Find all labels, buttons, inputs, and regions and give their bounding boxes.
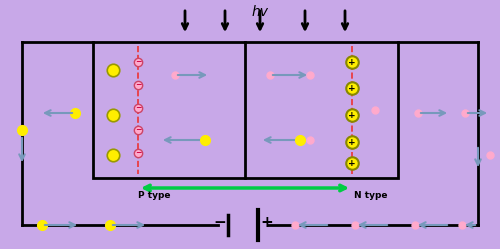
- Text: −: −: [135, 125, 141, 134]
- Text: +: +: [348, 137, 356, 146]
- Text: −: −: [135, 148, 141, 158]
- Text: −: −: [135, 104, 141, 113]
- Text: −: −: [135, 80, 141, 89]
- Text: −: −: [214, 214, 226, 230]
- Bar: [93, 42, 398, 178]
- Text: +: +: [348, 83, 356, 92]
- Text: N type: N type: [354, 191, 388, 200]
- Text: +: +: [348, 159, 356, 168]
- Text: +: +: [348, 58, 356, 66]
- Text: −: −: [135, 58, 141, 66]
- Text: hv: hv: [252, 5, 268, 19]
- Text: P type: P type: [138, 191, 170, 200]
- Text: +: +: [348, 111, 356, 120]
- Text: +: +: [260, 214, 274, 230]
